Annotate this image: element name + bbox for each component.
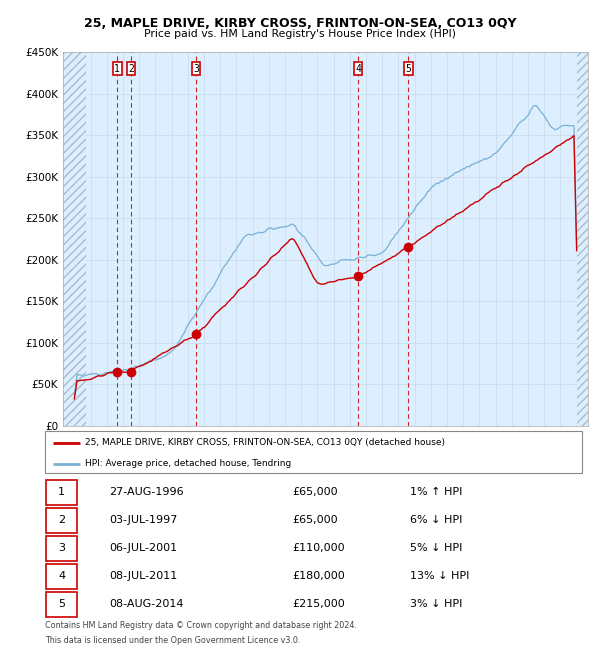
Text: 2: 2	[58, 515, 65, 525]
Text: 5% ↓ HPI: 5% ↓ HPI	[410, 543, 463, 553]
Bar	[63, 52, 86, 426]
Text: HPI: Average price, detached house, Tendring: HPI: Average price, detached house, Tend…	[85, 460, 292, 469]
Text: This data is licensed under the Open Government Licence v3.0.: This data is licensed under the Open Gov…	[45, 636, 301, 645]
FancyBboxPatch shape	[46, 536, 77, 561]
Text: 25, MAPLE DRIVE, KIRBY CROSS, FRINTON-ON-SEA, CO13 0QY (detached house): 25, MAPLE DRIVE, KIRBY CROSS, FRINTON-ON…	[85, 438, 445, 447]
Text: 08-AUG-2014: 08-AUG-2014	[109, 599, 184, 609]
Text: £65,000: £65,000	[292, 515, 338, 525]
Text: 1% ↑ HPI: 1% ↑ HPI	[410, 488, 463, 497]
Text: 08-JUL-2011: 08-JUL-2011	[109, 571, 178, 581]
Text: 5: 5	[58, 599, 65, 609]
Text: £65,000: £65,000	[292, 488, 338, 497]
Text: 3: 3	[58, 543, 65, 553]
FancyBboxPatch shape	[46, 508, 77, 533]
Text: 1: 1	[58, 488, 65, 497]
FancyBboxPatch shape	[45, 431, 582, 473]
FancyBboxPatch shape	[46, 480, 77, 505]
Text: 06-JUL-2001: 06-JUL-2001	[109, 543, 178, 553]
Text: 03-JUL-1997: 03-JUL-1997	[109, 515, 178, 525]
Text: 27-AUG-1996: 27-AUG-1996	[109, 488, 184, 497]
FancyBboxPatch shape	[46, 592, 77, 617]
Text: £180,000: £180,000	[292, 571, 345, 581]
Text: 2: 2	[128, 64, 134, 73]
Text: 5: 5	[405, 64, 411, 73]
Text: 4: 4	[58, 571, 65, 581]
Text: 3: 3	[193, 64, 199, 73]
Text: 13% ↓ HPI: 13% ↓ HPI	[410, 571, 470, 581]
Text: Contains HM Land Registry data © Crown copyright and database right 2024.: Contains HM Land Registry data © Crown c…	[45, 621, 357, 630]
Text: 1: 1	[115, 64, 120, 73]
Text: 6% ↓ HPI: 6% ↓ HPI	[410, 515, 463, 525]
Text: 4: 4	[355, 64, 361, 73]
Bar	[577, 52, 588, 426]
Text: £215,000: £215,000	[292, 599, 345, 609]
Text: 25, MAPLE DRIVE, KIRBY CROSS, FRINTON-ON-SEA, CO13 0QY: 25, MAPLE DRIVE, KIRBY CROSS, FRINTON-ON…	[84, 17, 516, 30]
Text: £110,000: £110,000	[292, 543, 344, 553]
FancyBboxPatch shape	[46, 564, 77, 589]
Text: Price paid vs. HM Land Registry's House Price Index (HPI): Price paid vs. HM Land Registry's House …	[144, 29, 456, 39]
Text: 3% ↓ HPI: 3% ↓ HPI	[410, 599, 463, 609]
